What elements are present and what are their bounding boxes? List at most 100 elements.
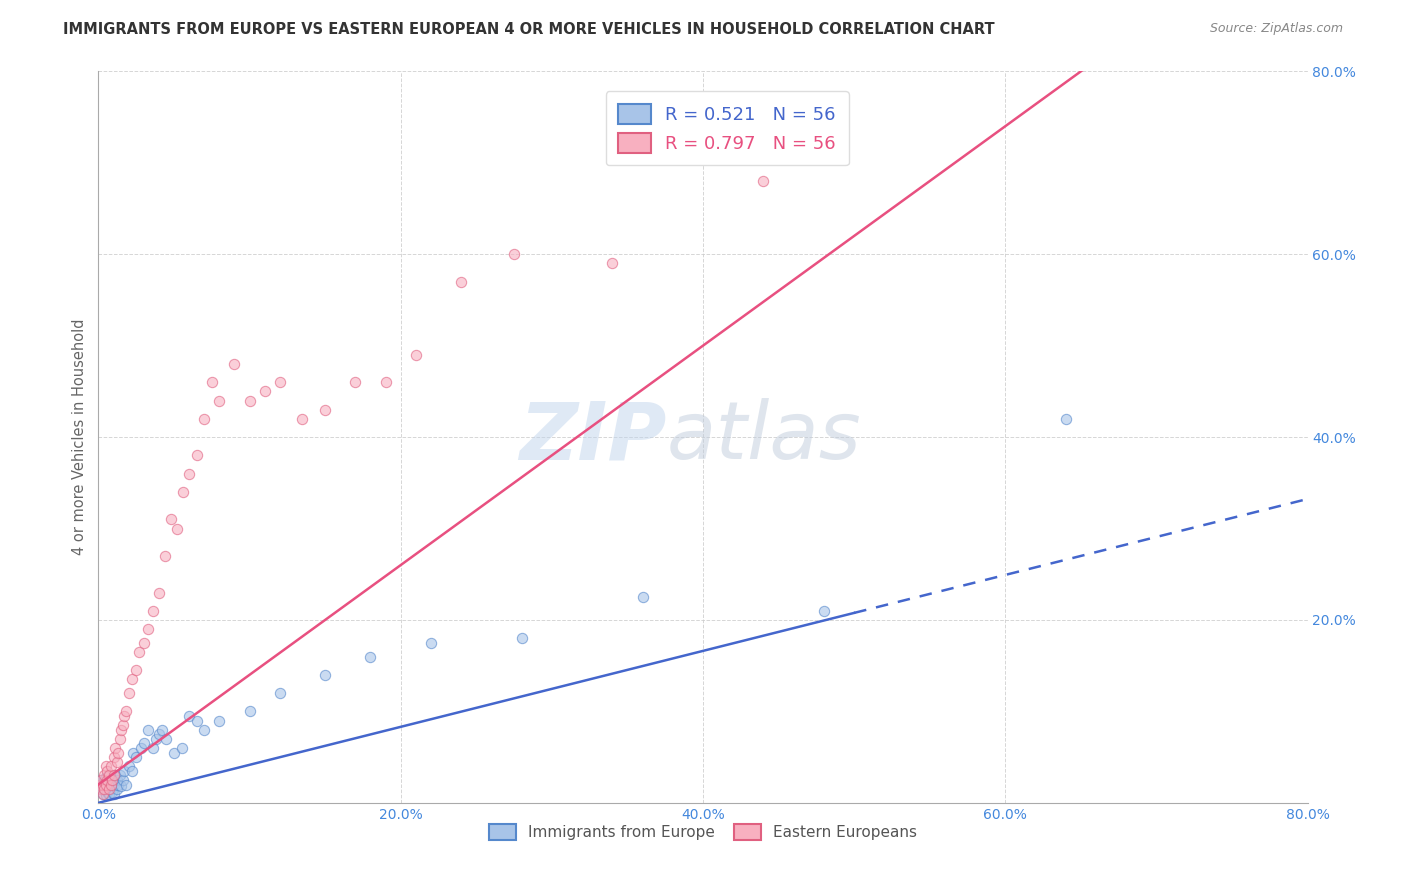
Point: [360, 649, 382, 664]
Point: [179, 467, 201, 481]
Point: [104, 768, 127, 782]
Point: [108, 731, 131, 746]
Point: [125, 750, 148, 764]
Point: [208, 714, 231, 728]
Point: [98, 768, 121, 782]
Point: [142, 740, 165, 755]
Point: [148, 727, 170, 741]
Point: [103, 750, 125, 764]
Point: [105, 782, 128, 797]
Point: [186, 714, 208, 728]
Point: [208, 393, 231, 408]
Point: [100, 782, 122, 797]
Point: [314, 667, 336, 681]
Point: [186, 448, 208, 462]
Point: [100, 759, 122, 773]
Point: [121, 764, 143, 778]
Point: [93, 768, 115, 782]
Point: [101, 775, 124, 789]
Point: [602, 256, 624, 270]
Point: [91, 778, 114, 792]
Point: [89, 778, 111, 792]
Point: [107, 778, 129, 792]
Point: [111, 772, 134, 787]
Point: [94, 778, 117, 792]
Point: [96, 772, 118, 787]
Point: [91, 787, 114, 801]
Point: [145, 731, 167, 746]
Point: [155, 731, 177, 746]
Point: [405, 348, 427, 362]
Point: [201, 375, 224, 389]
Point: [269, 375, 291, 389]
Point: [90, 772, 112, 787]
Point: [93, 782, 115, 797]
Point: [89, 778, 111, 792]
Point: [239, 705, 262, 719]
Text: Source: ZipAtlas.com: Source: ZipAtlas.com: [1209, 22, 1343, 36]
Point: [1054, 412, 1077, 426]
Text: atlas: atlas: [666, 398, 862, 476]
Point: [98, 778, 121, 792]
Point: [132, 736, 155, 750]
Point: [136, 622, 159, 636]
Point: [103, 778, 125, 792]
Point: [112, 709, 135, 723]
Point: [111, 718, 134, 732]
Point: [153, 549, 176, 563]
Point: [105, 755, 128, 769]
Point: [172, 485, 194, 500]
Point: [166, 521, 188, 535]
Point: [510, 632, 533, 646]
Point: [224, 357, 246, 371]
Point: [374, 375, 396, 389]
Point: [105, 772, 128, 787]
Point: [94, 759, 117, 773]
Point: [98, 787, 121, 801]
Text: ZIP: ZIP: [519, 398, 666, 476]
Point: [314, 402, 336, 417]
Point: [110, 723, 132, 737]
Point: [94, 789, 117, 803]
Point: [269, 686, 291, 700]
Y-axis label: 4 or more Vehicles in Household: 4 or more Vehicles in Household: [72, 318, 87, 556]
Point: [291, 412, 314, 426]
Point: [122, 746, 145, 760]
Point: [631, 590, 654, 604]
Point: [118, 759, 141, 773]
Point: [98, 782, 121, 797]
Point: [114, 705, 136, 719]
Point: [450, 275, 472, 289]
Point: [101, 772, 124, 787]
Point: [91, 778, 114, 792]
Point: [90, 782, 112, 797]
Point: [160, 512, 183, 526]
Point: [420, 636, 443, 650]
Point: [103, 768, 125, 782]
Point: [503, 247, 526, 261]
Legend: Immigrants from Europe, Eastern Europeans: Immigrants from Europe, Eastern European…: [482, 817, 924, 847]
Point: [96, 775, 118, 789]
Point: [90, 782, 112, 797]
Point: [100, 772, 122, 787]
Point: [96, 764, 118, 778]
Point: [150, 723, 173, 737]
Point: [121, 673, 143, 687]
Point: [344, 375, 367, 389]
Point: [93, 782, 115, 797]
Point: [112, 764, 135, 778]
Point: [179, 709, 201, 723]
Point: [193, 723, 215, 737]
Text: IMMIGRANTS FROM EUROPE VS EASTERN EUROPEAN 4 OR MORE VEHICLES IN HOUSEHOLD CORRE: IMMIGRANTS FROM EUROPE VS EASTERN EUROPE…: [63, 22, 995, 37]
Point: [94, 770, 117, 784]
Point: [107, 746, 129, 760]
Point: [170, 740, 193, 755]
Point: [91, 787, 114, 801]
Point: [108, 768, 131, 782]
Point: [90, 772, 112, 787]
Point: [142, 604, 165, 618]
Point: [163, 746, 186, 760]
Point: [93, 772, 115, 787]
Point: [239, 393, 262, 408]
Point: [752, 174, 775, 188]
